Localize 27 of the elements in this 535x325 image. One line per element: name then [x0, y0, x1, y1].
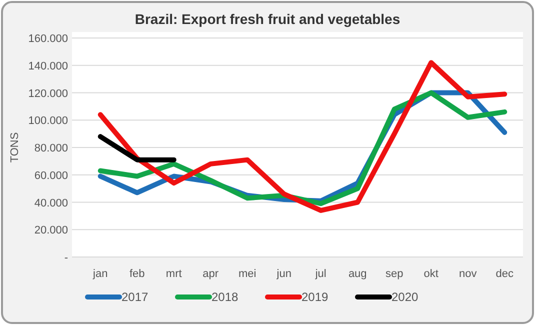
x-tick-label: jan: [92, 268, 108, 280]
x-tick-label: jul: [314, 268, 326, 280]
y-tick-label: 60.000: [34, 170, 68, 182]
legend-label: 2018: [212, 290, 239, 304]
y-tick-label: 100.000: [28, 115, 68, 128]
x-tick-label: feb: [129, 268, 145, 280]
y-tick-label: -: [64, 252, 68, 264]
x-tick-label: jun: [276, 268, 292, 280]
y-tick-label: 80.000: [34, 142, 68, 154]
chart-title: Brazil: Export fresh fruit and vegetables: [134, 11, 400, 27]
x-tick-label: aug: [348, 268, 367, 280]
y-tick-label: 20.000: [34, 224, 68, 237]
x-tick-label: sep: [386, 268, 404, 280]
y-axis-title: TONS: [9, 132, 21, 163]
legend-label: 2019: [302, 290, 329, 304]
x-tick-label: okt: [424, 268, 438, 280]
y-tick-label: 160.000: [28, 33, 68, 45]
y-tick-label: 140.000: [28, 60, 68, 72]
x-tick-label: mei: [238, 268, 256, 280]
x-tick-label: apr: [202, 268, 219, 280]
legend-label: 2017: [122, 290, 149, 304]
y-tick-label: 120.000: [28, 88, 68, 100]
x-tick-label: dec: [496, 268, 514, 280]
x-tick-label: mrt: [166, 268, 182, 280]
x-tick-label: nov: [459, 268, 478, 280]
legend-label: 2020: [392, 290, 419, 304]
y-tick-label: 40.000: [34, 197, 68, 210]
